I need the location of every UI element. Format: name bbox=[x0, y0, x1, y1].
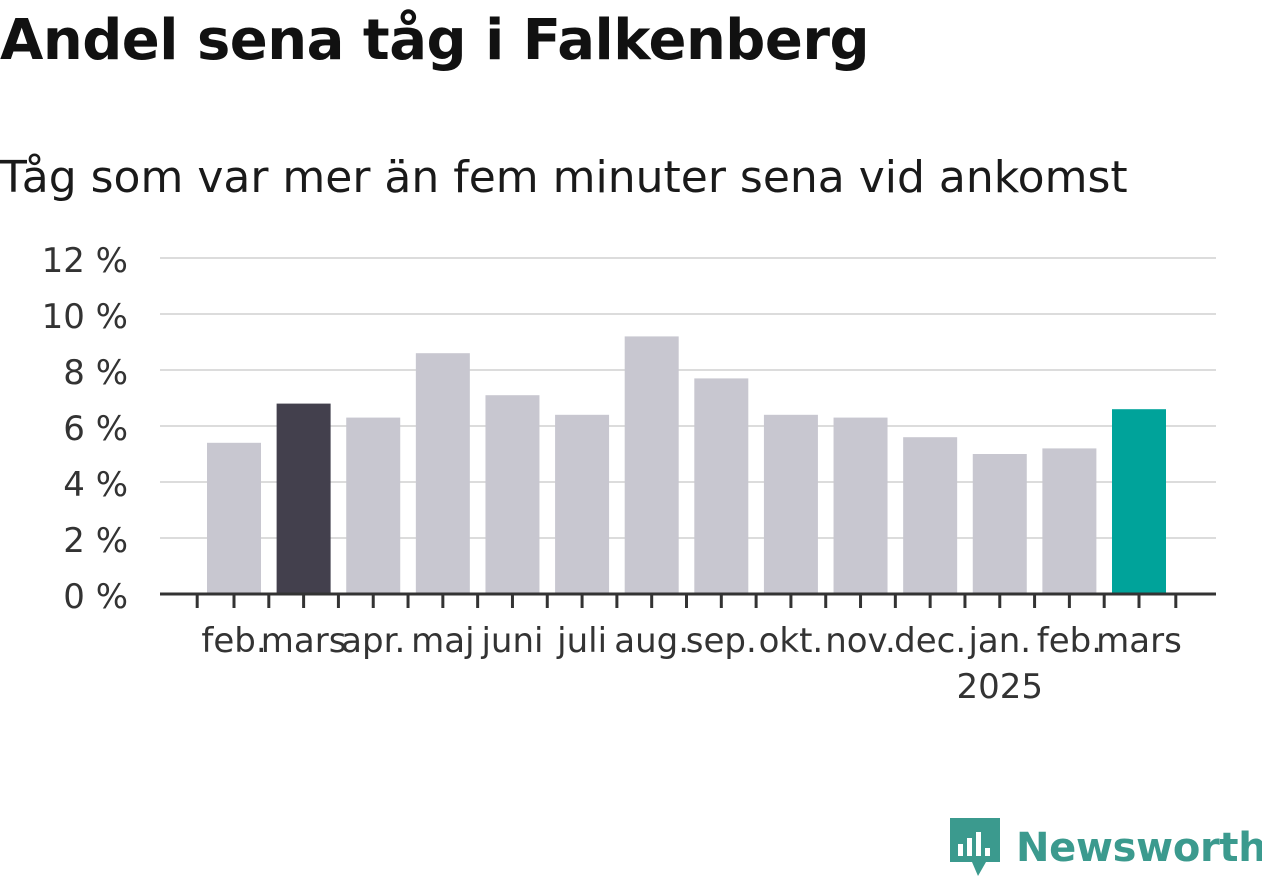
y-tick-label: 4 % bbox=[63, 465, 128, 505]
brand-name: Newsworthy bbox=[1016, 825, 1262, 871]
y-tick-label: 2 % bbox=[63, 521, 128, 561]
bar bbox=[207, 442, 261, 594]
x-tick-label: feb. bbox=[201, 621, 266, 661]
x-tick-label: okt. bbox=[759, 621, 824, 661]
y-tick-label: 0 % bbox=[63, 577, 128, 617]
bar bbox=[763, 414, 818, 594]
bar bbox=[276, 403, 331, 594]
bar bbox=[972, 454, 1027, 594]
chart-title: Andel sena tåg i Falkenberg bbox=[0, 8, 870, 73]
x-tick-label: dec. bbox=[894, 621, 966, 661]
x-tick-label: jan. bbox=[967, 621, 1031, 661]
bars bbox=[207, 336, 1166, 594]
bar bbox=[415, 353, 470, 594]
axes bbox=[160, 592, 1216, 608]
newsworthy-logo-icon bbox=[950, 818, 1000, 876]
x-tick-label: juni bbox=[480, 621, 543, 661]
bar bbox=[694, 378, 749, 594]
y-tick-label: 12 % bbox=[42, 241, 128, 281]
chart-subtitle: Tåg som var mer än fem minuter sena vid … bbox=[0, 152, 1128, 203]
gridlines bbox=[160, 257, 1216, 539]
x-tick-label: maj bbox=[411, 621, 474, 661]
bar bbox=[555, 414, 610, 594]
y-tick-label: 10 % bbox=[42, 297, 128, 337]
brand-logo: Newsworthy bbox=[950, 818, 1262, 878]
x-tick-label: sep. bbox=[686, 621, 757, 661]
x-tick-label: nov. bbox=[825, 621, 896, 661]
bar bbox=[1042, 448, 1097, 594]
bar bbox=[624, 336, 679, 594]
x-tick-label: mars bbox=[1096, 621, 1182, 661]
x-tick-label: mars bbox=[261, 621, 347, 661]
y-tick-label: 8 % bbox=[63, 353, 128, 393]
x-tick-label: juli bbox=[556, 621, 607, 661]
x-tick-label: feb. bbox=[1037, 621, 1102, 661]
y-tick-label: 6 % bbox=[63, 409, 128, 449]
bar bbox=[485, 395, 540, 594]
bar bbox=[346, 417, 401, 594]
bar bbox=[903, 437, 958, 594]
x-tick-label: aug. bbox=[614, 621, 689, 661]
x-tick-label: apr. bbox=[341, 621, 405, 661]
x-year-label: 2025 bbox=[957, 667, 1044, 707]
bar bbox=[1112, 409, 1166, 594]
bar bbox=[833, 417, 888, 594]
